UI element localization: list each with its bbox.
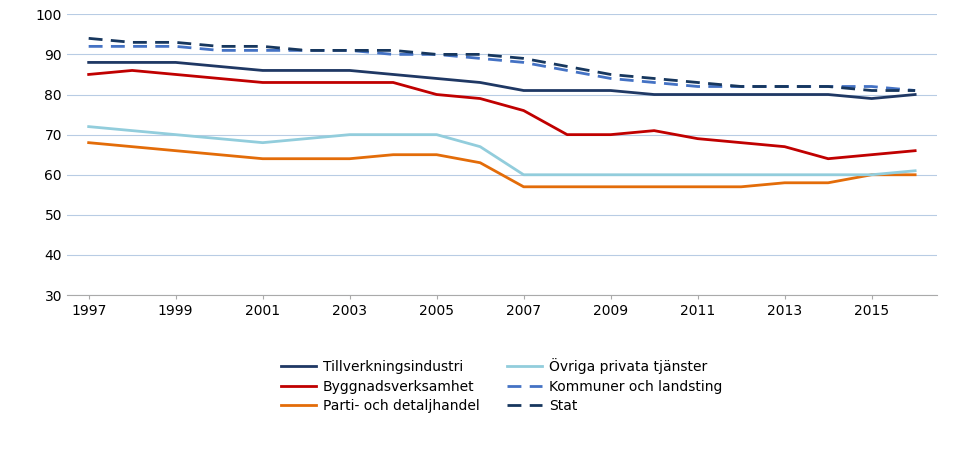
Legend: Tillverkningsindustri, Byggnadsverksamhet, Parti- och detaljhandel, Övriga priva: Tillverkningsindustri, Byggnadsverksamhe…	[275, 353, 728, 419]
